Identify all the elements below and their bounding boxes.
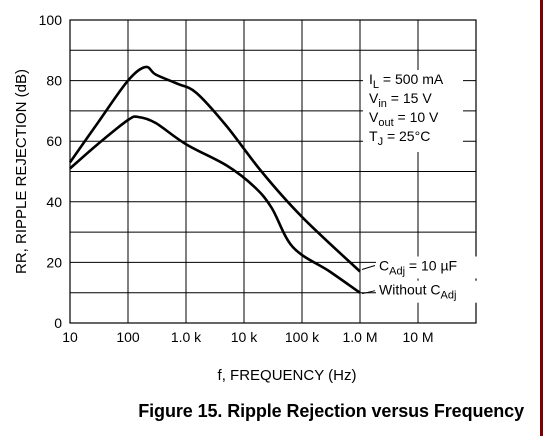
series-line-without-cadj (69, 115, 361, 294)
chart-title: Figure 15. Ripple Rejection versus Frequ… (138, 401, 524, 421)
y-tick-label: 40 (46, 194, 62, 210)
x-tick-label: 10 M (402, 329, 433, 345)
y-axis-label: RR, RIPPLE REJECTION (dB) (13, 69, 30, 274)
x-tick-label: 10 k (231, 329, 258, 345)
series-label-without-cadj: Without CAdj (379, 282, 456, 302)
y-tick-label: 80 (46, 73, 62, 89)
y-tick-label: 20 (46, 254, 62, 270)
y-tick-label: 100 (39, 12, 63, 28)
x-tick-label: 1.0 k (171, 329, 202, 345)
leader-line (361, 265, 376, 270)
x-axis-label: f, FREQUENCY (Hz) (218, 367, 357, 384)
y-tick-label: 60 (46, 133, 62, 149)
x-tick-label: 1.0 M (342, 329, 377, 345)
leader-line (361, 290, 376, 295)
series-label-cadj-10uf: CAdj = 10 µF (379, 257, 457, 277)
series-label-cadj-10uf-bg (376, 256, 478, 279)
condition-line: Vout = 10 V (369, 109, 439, 129)
y-tick-label: 0 (54, 315, 62, 331)
plot-frame (69, 19, 477, 324)
x-tick-label: 100 k (285, 329, 320, 345)
x-tick-label: 100 (116, 329, 140, 345)
condition-line: IL = 500 mA (369, 71, 444, 91)
series-line-cadj-10uf (68, 65, 361, 273)
series-label-without-cadj-bg (376, 280, 478, 303)
condition-line: Vin = 15 V (369, 90, 432, 110)
conditions-box (363, 70, 463, 152)
condition-line: TJ = 25°C (369, 128, 430, 148)
x-tick-label: 10 (62, 329, 78, 345)
